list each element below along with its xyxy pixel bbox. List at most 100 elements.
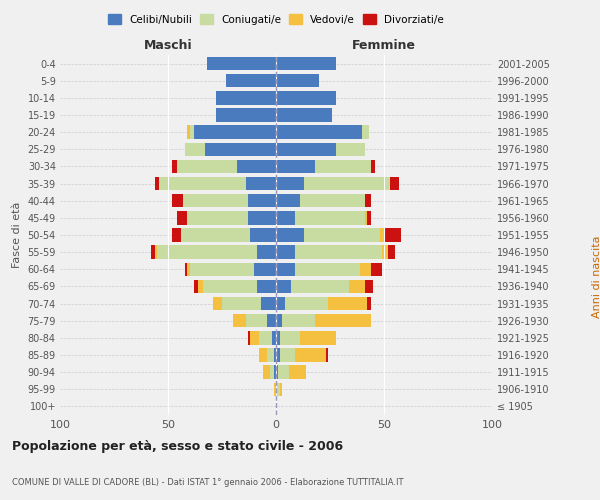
Bar: [276, 246, 295, 259]
Bar: [269, 366, 274, 379]
Bar: [384, 228, 401, 241]
Bar: [280, 382, 283, 396]
Bar: [304, 228, 380, 241]
Bar: [326, 348, 328, 362]
Bar: [362, 126, 369, 139]
Bar: [274, 366, 276, 379]
Bar: [276, 74, 319, 88]
Bar: [276, 262, 295, 276]
Bar: [276, 91, 337, 104]
Bar: [276, 160, 315, 173]
Bar: [300, 194, 365, 207]
Bar: [276, 348, 280, 362]
Bar: [295, 246, 382, 259]
Bar: [284, 297, 328, 310]
Bar: [289, 366, 306, 379]
Bar: [283, 314, 315, 328]
Bar: [274, 382, 276, 396]
Bar: [246, 177, 276, 190]
Bar: [248, 194, 276, 207]
Bar: [295, 211, 365, 224]
Y-axis label: Fasce di età: Fasce di età: [12, 202, 22, 268]
Legend: Celibi/Nubili, Coniugati/e, Vedovi/e, Divorziati/e: Celibi/Nubili, Coniugati/e, Vedovi/e, Di…: [104, 10, 448, 29]
Bar: [388, 246, 395, 259]
Bar: [176, 211, 187, 224]
Bar: [172, 194, 183, 207]
Bar: [295, 262, 360, 276]
Bar: [257, 280, 276, 293]
Bar: [207, 57, 276, 70]
Bar: [246, 314, 268, 328]
Bar: [280, 348, 295, 362]
Bar: [205, 142, 276, 156]
Bar: [194, 126, 276, 139]
Bar: [367, 211, 371, 224]
Bar: [276, 108, 332, 122]
Bar: [272, 331, 276, 344]
Bar: [276, 211, 295, 224]
Bar: [276, 57, 337, 70]
Bar: [185, 142, 205, 156]
Bar: [349, 280, 365, 293]
Bar: [315, 314, 371, 328]
Bar: [280, 331, 300, 344]
Bar: [295, 348, 326, 362]
Bar: [276, 382, 280, 396]
Bar: [155, 177, 160, 190]
Bar: [278, 366, 289, 379]
Bar: [254, 262, 276, 276]
Bar: [367, 297, 371, 310]
Bar: [160, 177, 246, 190]
Bar: [226, 74, 276, 88]
Bar: [274, 348, 276, 362]
Bar: [304, 177, 391, 190]
Bar: [360, 262, 371, 276]
Bar: [181, 228, 250, 241]
Bar: [183, 194, 248, 207]
Bar: [328, 297, 367, 310]
Bar: [268, 348, 274, 362]
Text: Anni di nascita: Anni di nascita: [592, 235, 600, 318]
Bar: [276, 314, 283, 328]
Bar: [263, 366, 269, 379]
Bar: [198, 280, 203, 293]
Bar: [157, 246, 257, 259]
Bar: [233, 314, 246, 328]
Bar: [276, 194, 300, 207]
Bar: [371, 262, 382, 276]
Bar: [276, 297, 284, 310]
Bar: [268, 314, 276, 328]
Bar: [176, 160, 237, 173]
Bar: [276, 126, 362, 139]
Bar: [190, 126, 194, 139]
Bar: [380, 228, 384, 241]
Bar: [214, 297, 222, 310]
Bar: [215, 108, 276, 122]
Bar: [185, 262, 187, 276]
Bar: [248, 331, 250, 344]
Bar: [250, 228, 276, 241]
Bar: [172, 228, 181, 241]
Bar: [259, 331, 272, 344]
Bar: [276, 280, 291, 293]
Bar: [365, 280, 373, 293]
Bar: [259, 348, 268, 362]
Bar: [203, 280, 257, 293]
Bar: [315, 160, 371, 173]
Bar: [276, 142, 337, 156]
Bar: [237, 160, 276, 173]
Text: Popolazione per età, sesso e stato civile - 2006: Popolazione per età, sesso e stato civil…: [12, 440, 343, 453]
Bar: [250, 331, 259, 344]
Bar: [276, 177, 304, 190]
Bar: [276, 331, 280, 344]
Bar: [187, 262, 190, 276]
Bar: [194, 280, 198, 293]
Text: COMUNE DI VALLE DI CADORE (BL) - Dati ISTAT 1° gennaio 2006 - Elaborazione TUTTI: COMUNE DI VALLE DI CADORE (BL) - Dati IS…: [12, 478, 404, 487]
Text: Femmine: Femmine: [352, 38, 416, 52]
Bar: [382, 246, 388, 259]
Bar: [172, 160, 176, 173]
Bar: [190, 262, 254, 276]
Bar: [276, 228, 304, 241]
Text: Maschi: Maschi: [143, 38, 193, 52]
Bar: [337, 142, 365, 156]
